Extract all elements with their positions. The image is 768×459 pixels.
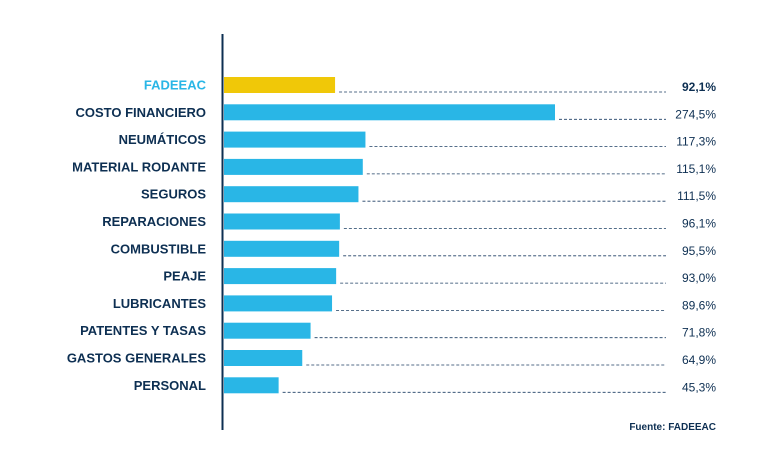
value-label-fadeeac: 92,1% — [682, 80, 716, 94]
value-label-costo-financiero: 274,5% — [675, 107, 716, 121]
value-label-lubricantes: 89,6% — [682, 298, 716, 312]
value-label-reparaciones: 96,1% — [682, 217, 716, 231]
value-label-neumaticos: 117,3% — [676, 135, 716, 149]
bar-fadeeac — [224, 77, 336, 93]
bar-material-rodante — [224, 158, 363, 175]
value-label-patentes-y-tasas: 71,8% — [682, 326, 716, 340]
bar-personal — [224, 377, 279, 394]
category-label-peaje: PEAJE — [163, 269, 206, 284]
value-label-seguros: 111,5% — [677, 189, 716, 203]
category-label-costo-financiero: COSTO FINANCIERO — [76, 105, 207, 120]
category-label-patentes-y-tasas: PATENTES Y TASAS — [80, 323, 206, 338]
bar-seguros — [224, 186, 359, 203]
value-label-combustible: 95,5% — [682, 244, 716, 258]
value-label-personal: 45,3% — [682, 380, 716, 394]
bar-gastos-generales — [224, 350, 303, 366]
category-label-combustible: COMBUSTIBLE — [111, 241, 207, 256]
bar-peaje — [224, 268, 337, 285]
bar-neumaticos — [224, 131, 366, 148]
category-label-personal: PERSONAL — [134, 378, 206, 393]
value-label-gastos-generales: 64,9% — [682, 353, 716, 367]
bar-reparaciones — [224, 213, 340, 230]
bar-rows: FADEEAC 92,1% COSTO FINANCIERO 274,5% NEUMÁT… — [67, 77, 716, 394]
bar-lubricantes — [224, 295, 333, 312]
category-label-seguros: SEGUROS — [141, 187, 206, 202]
value-label-material-rodante: 115,1% — [676, 162, 716, 176]
category-label-neumaticos: NEUMÁTICOS — [119, 132, 207, 147]
bar-combustible — [224, 240, 340, 257]
source-note: Fuente: FADEEAC — [629, 422, 716, 433]
category-label-material-rodante: MATERIAL RODANTE — [72, 159, 206, 174]
category-label-reparaciones: REPARACIONES — [102, 214, 206, 229]
bar-patentes-y-tasas — [224, 322, 311, 339]
bar-costo-financiero — [224, 104, 555, 121]
category-label-fadeeac: FADEEAC — [144, 78, 207, 93]
category-label-lubricantes: LUBRICANTES — [113, 296, 206, 311]
category-label-gastos-generales: GASTOS GENERALES — [67, 351, 207, 366]
value-label-peaje: 93,0% — [682, 271, 716, 285]
